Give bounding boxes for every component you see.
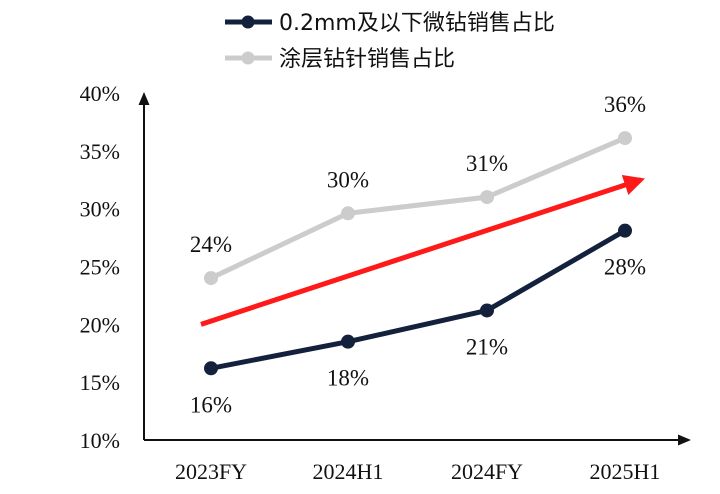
data-label: 31% (466, 151, 508, 176)
legend: 0.2mm及以下微钻销售占比 涂层钻针销售占比 (225, 11, 555, 72)
series-1-point (618, 223, 632, 238)
y-tick-labels: 10% 15% 20% 25% 30% 35% 40% (80, 81, 120, 453)
x-tick-label: 2023FY (175, 459, 247, 484)
data-label: 21% (466, 334, 508, 359)
y-tick-label: 10% (80, 428, 120, 453)
data-labels: 24% 30% 31% 36% 16% 18% 21% 28% (190, 92, 646, 417)
legend-item-series-2: 涂层钻针销售占比 (225, 47, 455, 72)
x-tick-labels: 2023FY 2024H1 2024FY 2025H1 (175, 459, 661, 484)
data-label: 16% (190, 392, 232, 417)
y-tick-label: 25% (80, 255, 120, 280)
legend-item-series-1: 0.2mm及以下微钻销售占比 (225, 11, 555, 36)
data-label: 28% (604, 255, 646, 280)
y-tick-label: 35% (80, 139, 120, 164)
y-tick-label: 20% (80, 312, 120, 337)
legend-label-series-1: 0.2mm及以下微钻销售占比 (279, 11, 555, 36)
legend-label-series-2: 涂层钻针销售占比 (279, 47, 455, 72)
y-tick-label: 30% (80, 197, 120, 222)
legend-marker-series-2 (241, 51, 255, 65)
axes (138, 92, 691, 446)
series-2-point (204, 271, 218, 286)
series-2-point (341, 206, 355, 221)
trend-arrow (200, 175, 645, 327)
y-axis-arrow-icon (138, 92, 150, 105)
series-line-1 (208, 228, 628, 371)
series-2-point (618, 131, 632, 146)
annotations (200, 175, 645, 327)
series-1-point (204, 361, 218, 376)
x-tick-label: 2025H1 (590, 459, 661, 484)
data-label: 24% (190, 232, 232, 257)
series-group (204, 131, 632, 376)
data-label: 18% (327, 366, 369, 391)
series-1-point (341, 334, 355, 349)
data-label: 36% (604, 92, 646, 117)
y-tick-label: 15% (80, 370, 120, 395)
x-tick-label: 2024H1 (313, 459, 384, 484)
x-axis-arrow-icon (678, 434, 691, 446)
data-label: 30% (327, 167, 369, 192)
y-tick-label: 40% (80, 81, 120, 106)
series-1-point (480, 303, 494, 318)
series-2-point (480, 190, 494, 205)
x-tick-label: 2024FY (451, 459, 523, 484)
series-line-2 (208, 135, 628, 281)
legend-marker-series-1 (241, 15, 255, 29)
